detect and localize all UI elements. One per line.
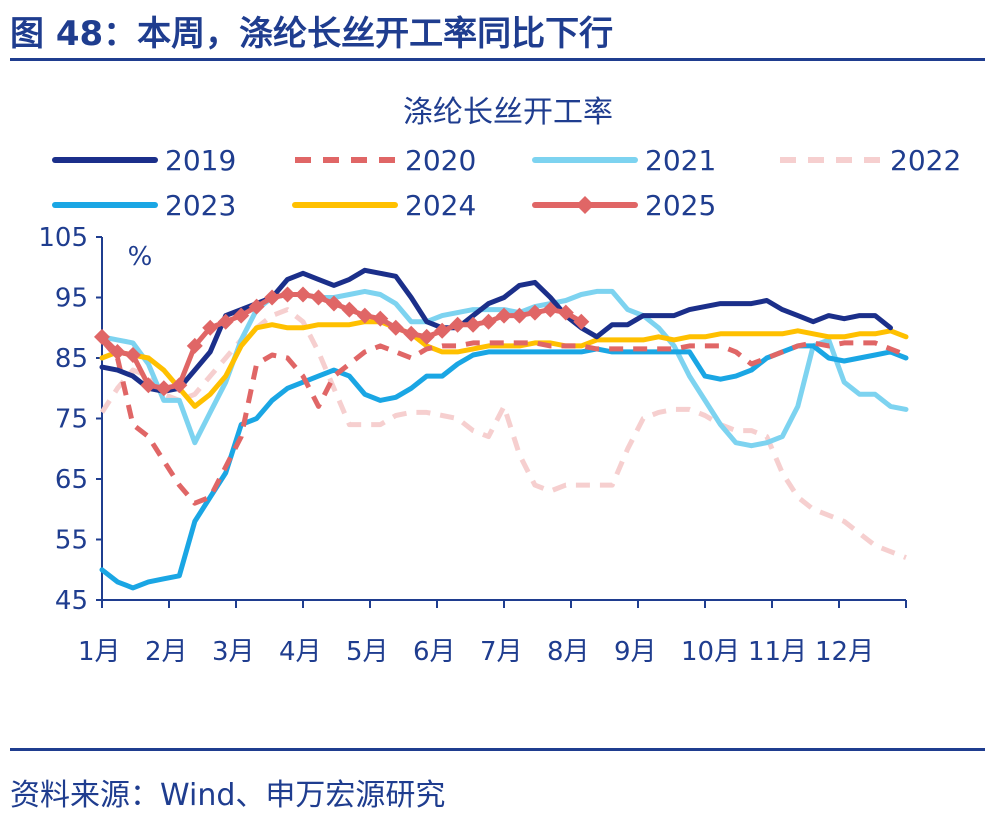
series-point-2025 (186, 337, 203, 354)
y-tick-label: 105 (38, 223, 88, 253)
x-tick-label: 4月 (279, 637, 322, 667)
series-point-2025 (465, 316, 482, 333)
y-axis-unit: % (128, 242, 153, 272)
source-note: 资料来源：Wind、申万宏源研究 (10, 778, 446, 813)
series-line-2020 (100, 338, 907, 506)
series-point-2025 (155, 380, 172, 397)
y-tick-label: 55 (55, 526, 88, 556)
x-tick-label: 11月 (748, 637, 807, 667)
y-tick-label: 95 (55, 284, 88, 314)
x-tick-label: 2月 (145, 637, 188, 667)
series-point-2025 (295, 286, 311, 303)
series-point-2025 (341, 301, 358, 318)
series-line-2022 (99, 307, 907, 560)
series-point-2025 (557, 304, 574, 321)
series-line-2024 (99, 319, 909, 409)
legend-label-2023: 2023 (165, 189, 236, 222)
x-tick-label: 9月 (614, 637, 657, 667)
title-rule (10, 58, 985, 61)
chart-legend: 2019 2020 2021 2022 2023 2024 2025 (52, 144, 961, 222)
series-point-2025 (387, 319, 404, 336)
series-point-2025 (325, 295, 342, 312)
series-point-2025 (279, 286, 296, 303)
y-tick-label: 75 (55, 405, 88, 435)
source-rule (10, 748, 985, 751)
series-lines (94, 267, 909, 591)
series-point-2025 (449, 316, 466, 333)
y-tick-label: 85 (55, 344, 88, 374)
series-point-2025 (248, 298, 265, 315)
series-point-2025 (217, 313, 234, 330)
legend-label-2022: 2022 (890, 144, 961, 177)
series-point-2025 (418, 328, 435, 345)
series-point-2025 (434, 322, 451, 339)
figure-title: 图 48：本周，涤纶长丝开工率同比下行 (10, 14, 614, 54)
series-point-2025 (310, 289, 327, 306)
x-tick-label: 12月 (815, 637, 874, 667)
series-point-2025 (511, 307, 528, 324)
x-tick-label: 10月 (681, 637, 740, 667)
y-tick-label: 65 (55, 465, 88, 495)
series-point-2025 (526, 304, 543, 321)
x-tick-label: 5月 (346, 637, 389, 667)
series-point-2025 (372, 310, 389, 327)
series-point-2025 (202, 319, 219, 336)
legend-label-2025: 2025 (645, 189, 716, 222)
legend-label-2019: 2019 (165, 144, 236, 177)
y-tick-label: 45 (55, 586, 88, 616)
series-point-2025 (496, 307, 512, 324)
chart-axes: 45 55 65 75 85 95 105 1月 2月 3月 4月 5月 6月 7月 8月 9月 10月 11月 1… (38, 223, 907, 667)
series-point-2025 (573, 313, 590, 330)
series-point-2025 (356, 307, 373, 324)
x-tick-label: 3月 (212, 637, 255, 667)
legend-label-2021: 2021 (645, 144, 716, 177)
series-line-2019 (99, 267, 893, 394)
series-point-2025 (109, 343, 126, 360)
series-point-2025 (480, 313, 497, 330)
x-tick-label: 6月 (413, 637, 456, 667)
series-point-2025 (94, 328, 110, 345)
line-chart: 涤纶长丝开工率 2019 2020 2021 2022 2023 2024 2025 % 4… (38, 95, 961, 667)
x-tick-label: 7月 (480, 637, 523, 667)
legend-marker-2025 (576, 196, 594, 214)
x-tick-label: 8月 (547, 637, 590, 667)
series-point-2025 (124, 346, 141, 363)
series-point-2025 (233, 307, 250, 324)
x-tick-label: 1月 (78, 637, 121, 667)
series-point-2025 (403, 325, 420, 342)
legend-label-2024: 2024 (405, 189, 476, 222)
chart-title: 涤纶长丝开工率 (403, 95, 613, 130)
series-point-2025 (264, 289, 281, 306)
series-point-2025 (171, 377, 188, 394)
series-point-2025 (542, 301, 559, 318)
series-point-2025 (140, 377, 157, 394)
legend-label-2020: 2020 (405, 144, 476, 177)
